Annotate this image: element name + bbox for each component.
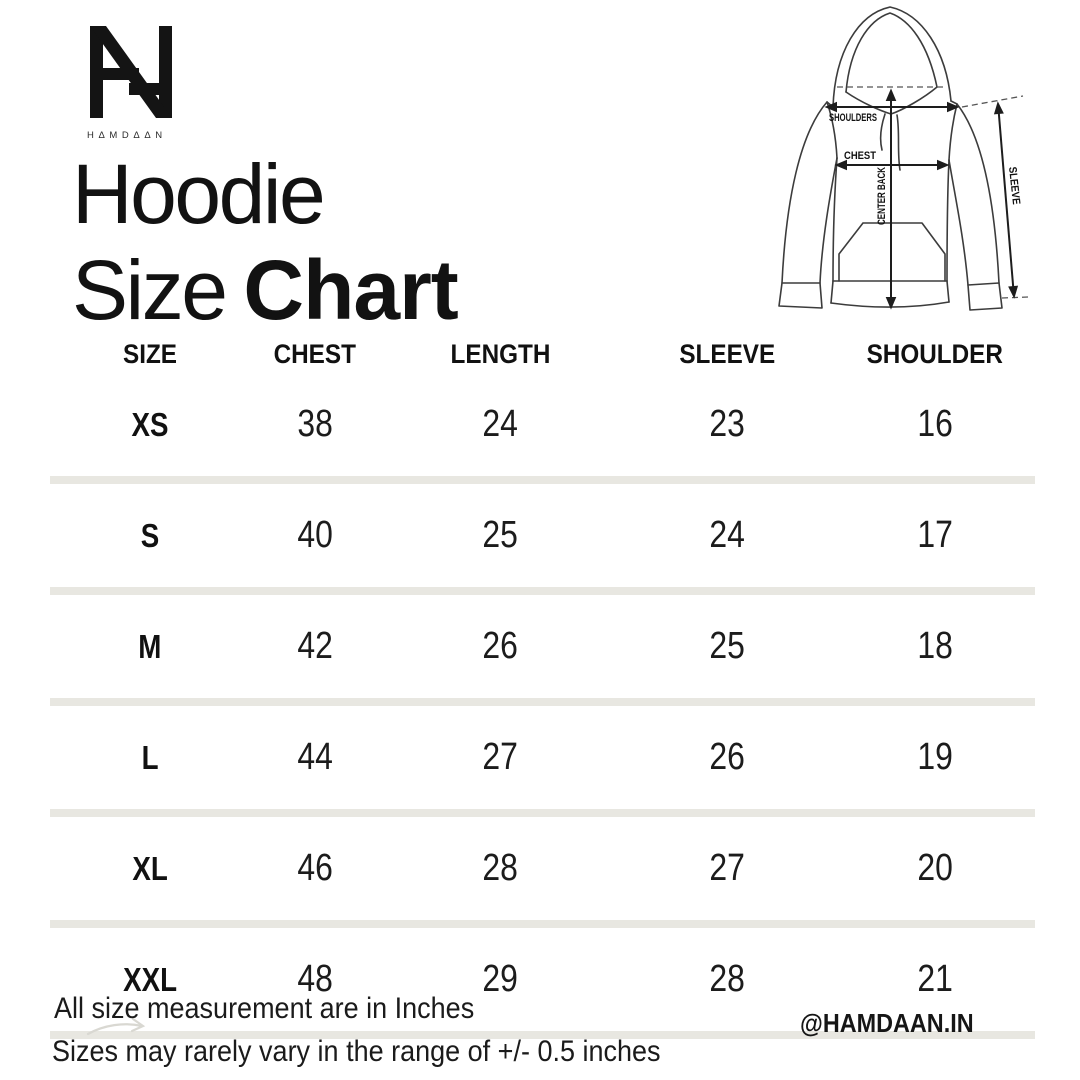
length-value: 29: [482, 958, 518, 1000]
size-label: XXL: [123, 960, 177, 998]
sleeve-value: 23: [709, 403, 746, 445]
shoulder-value: 21: [917, 958, 953, 1000]
measurement-arrows: [824, 88, 1019, 310]
brand-logo: HΔMDΔΔN: [86, 26, 216, 141]
length-value: 25: [482, 514, 518, 556]
length-value: 27: [482, 736, 518, 778]
table-row-l: L 44 27 26 19: [50, 706, 1035, 809]
footer-note-variance: Sizes may rarely vary in the range of +/…: [52, 1035, 661, 1068]
row-divider: [50, 587, 1035, 595]
column-header-length: LENGTH: [450, 338, 550, 369]
brand-handle: @HAMDAAN.IN: [800, 1008, 974, 1038]
title-line-1: Hoodie: [72, 147, 326, 241]
diagram-label-sleeve: SLEEVE: [1006, 166, 1022, 205]
chest-value: 44: [297, 736, 333, 778]
shoulder-value: 16: [917, 403, 953, 445]
chest-value: 42: [297, 625, 333, 667]
size-label: L: [141, 738, 159, 776]
sleeve-value: 27: [709, 847, 746, 889]
sleeve-value: 26: [709, 736, 746, 778]
chest-value: 46: [297, 847, 333, 889]
diagram-label-center-back: CENTER BACK: [876, 167, 888, 225]
column-header-sleeve: SLEEVE: [679, 338, 776, 369]
sleeve-value: 28: [709, 958, 746, 1000]
column-header-chest: CHEST: [273, 338, 357, 369]
table-row-m: M 42 26 25 18: [50, 595, 1035, 698]
shoulder-value: 18: [917, 625, 953, 667]
table-row-xs: XS 38 24 23 16: [50, 373, 1035, 476]
row-divider: [50, 809, 1035, 817]
decorative-arrow-icon: [86, 1017, 146, 1036]
hoodie-measurement-diagram: SHOULDERS CHEST CENTER BACK SLEEVE: [740, 0, 1080, 330]
table-row-xl: XL 46 28 27 20: [50, 817, 1035, 920]
table-row-xxl: XXL 48 29 28 21: [50, 928, 1035, 1031]
length-value: 26: [482, 625, 518, 667]
shoulder-value: 19: [917, 736, 953, 778]
size-label: S: [140, 516, 160, 554]
chest-value: 38: [297, 403, 333, 445]
size-label: XS: [131, 405, 169, 443]
column-header-size: SIZE: [122, 338, 177, 369]
chest-value: 40: [297, 514, 333, 556]
row-divider: [50, 920, 1035, 928]
table-row-s: S 40 25 24 17: [50, 484, 1035, 587]
row-divider: [50, 698, 1035, 706]
column-header-shoulder: SHOULDER: [866, 338, 1004, 369]
diagram-label-chest: CHEST: [844, 150, 876, 162]
brand-wordmark: HΔMDΔΔN: [87, 130, 167, 141]
sleeve-value: 25: [709, 625, 746, 667]
length-value: 24: [482, 403, 518, 445]
row-divider: [50, 1031, 1035, 1039]
footer-note-units: All size measurement are in Inches: [54, 992, 475, 1025]
page-title: Hoodie Size Chart: [72, 146, 459, 338]
sleeve-value: 24: [709, 514, 746, 556]
size-label: M: [138, 627, 162, 665]
size-label: XL: [132, 849, 168, 887]
shoulder-value: 20: [917, 847, 953, 889]
hoodie-outline-icon: SHOULDERS CHEST CENTER BACK SLEEVE: [778, 6, 1030, 311]
table-header-row: SIZE CHEST LENGTH SLEEVE SHOULDER: [50, 335, 1035, 373]
row-divider: [50, 476, 1035, 484]
size-table: SIZE CHEST LENGTH SLEEVE SHOULDER XS 38 …: [50, 335, 1035, 1039]
length-value: 28: [482, 847, 518, 889]
brand-monogram-icon: [90, 26, 172, 118]
diagram-label-shoulders: SHOULDERS: [829, 112, 877, 124]
chest-value: 48: [297, 958, 333, 1000]
shoulder-value: 17: [917, 514, 953, 556]
title-line-2: Size Chart: [72, 243, 459, 337]
